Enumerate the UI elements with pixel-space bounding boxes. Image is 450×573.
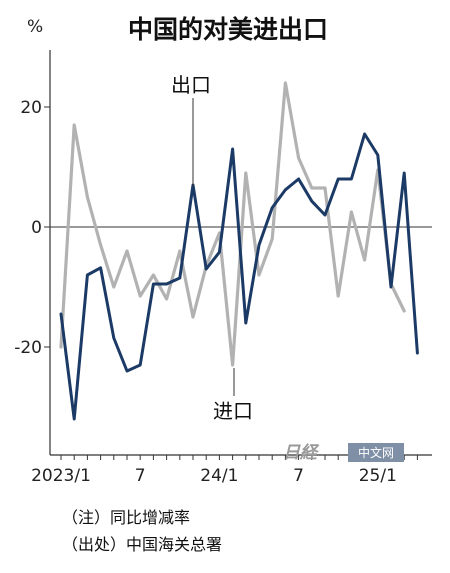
note-line-1: （注）同比增减率 (62, 508, 190, 527)
note-line-2: （出处）中国海关总署 (62, 535, 222, 554)
x-tick-label: 25/1 (359, 466, 397, 486)
y-tick-label: 0 (31, 218, 42, 238)
import-series-line (61, 83, 404, 365)
y-axis-unit: % (27, 17, 43, 37)
y-tick-label: 20 (20, 98, 42, 118)
export-annotation: 出口 (171, 73, 211, 97)
x-tick-label: 7 (293, 466, 304, 486)
chart-title: 中国的对美进出口 (128, 15, 328, 44)
watermark-logo-text: 日経 (283, 443, 320, 463)
watermark-badge-text: 中文网 (358, 445, 394, 460)
x-tick-label: 7 (135, 466, 146, 486)
watermark-logo: 日経 中文网 (283, 443, 404, 463)
x-tick-label: 24/1 (200, 466, 238, 486)
y-tick-label: -20 (14, 338, 42, 358)
x-tick-label: 2023/1 (31, 466, 91, 486)
import-annotation: 进口 (213, 399, 253, 423)
